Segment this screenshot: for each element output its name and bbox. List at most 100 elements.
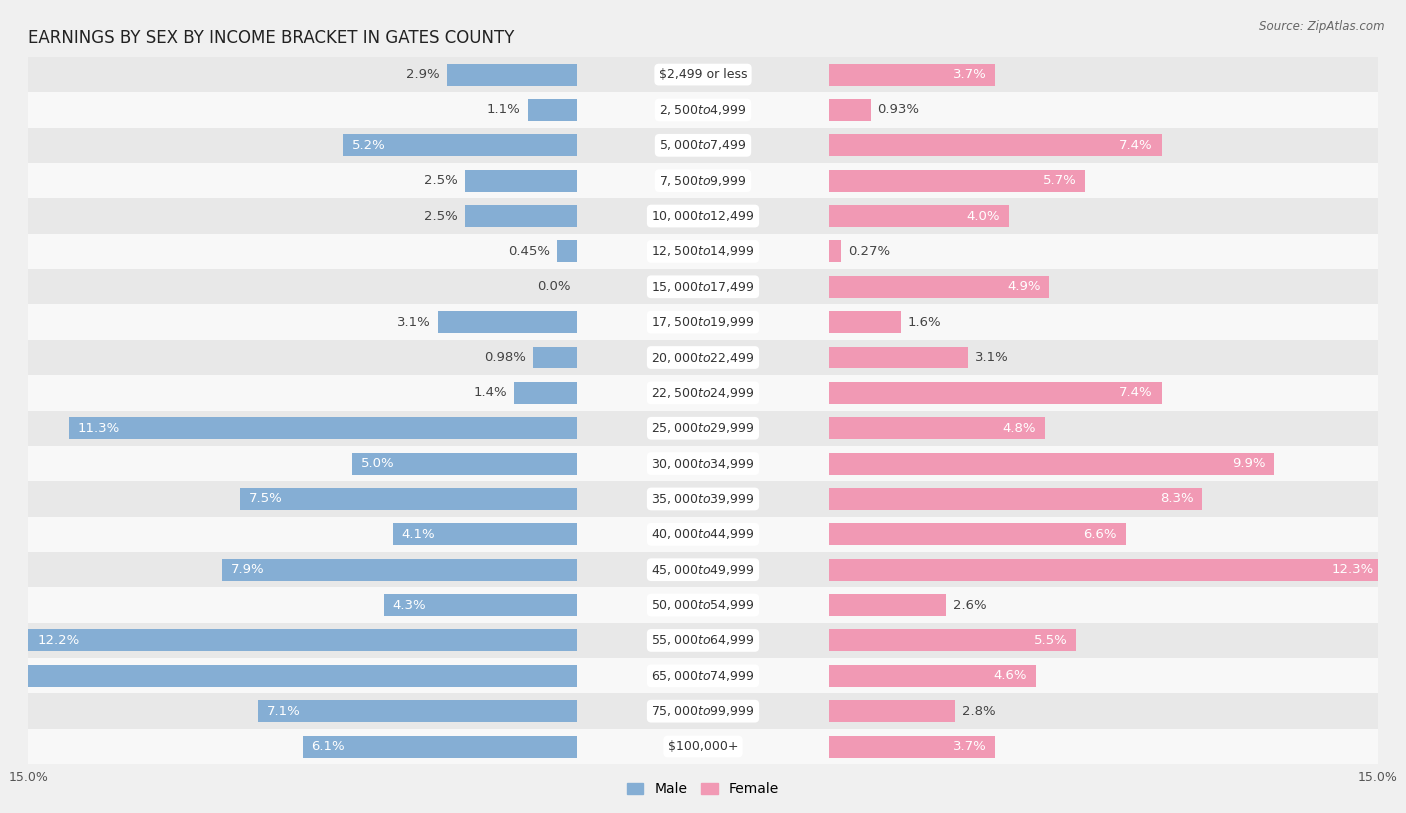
- Bar: [464, 170, 576, 192]
- Text: 4.8%: 4.8%: [1002, 422, 1036, 435]
- Bar: [830, 417, 1045, 439]
- Text: 3.1%: 3.1%: [976, 351, 1010, 364]
- Bar: [447, 63, 576, 85]
- Bar: [830, 99, 870, 121]
- Bar: [28, 198, 1378, 234]
- Text: 8.3%: 8.3%: [1160, 493, 1194, 506]
- Text: 0.93%: 0.93%: [877, 103, 920, 116]
- Text: 4.1%: 4.1%: [402, 528, 436, 541]
- Text: 7.4%: 7.4%: [1119, 386, 1153, 399]
- Bar: [28, 233, 1378, 269]
- Bar: [28, 517, 1378, 552]
- Text: 3.1%: 3.1%: [396, 315, 430, 328]
- Text: 2.5%: 2.5%: [425, 174, 458, 187]
- Text: 4.0%: 4.0%: [966, 210, 1000, 223]
- Text: 1.4%: 1.4%: [474, 386, 508, 399]
- Bar: [28, 446, 1378, 481]
- Bar: [830, 559, 1382, 580]
- Bar: [830, 700, 955, 722]
- Text: $7,500 to $9,999: $7,500 to $9,999: [659, 174, 747, 188]
- Bar: [830, 311, 901, 333]
- Text: $5,000 to $7,499: $5,000 to $7,499: [659, 138, 747, 152]
- Bar: [69, 417, 576, 439]
- Bar: [28, 92, 1378, 128]
- Text: $40,000 to $44,999: $40,000 to $44,999: [651, 528, 755, 541]
- Text: $25,000 to $29,999: $25,000 to $29,999: [651, 421, 755, 435]
- Text: $35,000 to $39,999: $35,000 to $39,999: [651, 492, 755, 506]
- Text: $55,000 to $64,999: $55,000 to $64,999: [651, 633, 755, 647]
- Text: $65,000 to $74,999: $65,000 to $74,999: [651, 669, 755, 683]
- Bar: [28, 481, 1378, 517]
- Bar: [533, 346, 576, 368]
- Bar: [28, 729, 1378, 764]
- Text: 7.1%: 7.1%: [267, 705, 301, 718]
- Bar: [239, 488, 576, 510]
- Text: 9.9%: 9.9%: [1232, 457, 1265, 470]
- Bar: [830, 346, 969, 368]
- Bar: [830, 524, 1126, 546]
- Text: 0.45%: 0.45%: [508, 245, 550, 258]
- Text: 2.8%: 2.8%: [962, 705, 995, 718]
- Bar: [257, 700, 576, 722]
- Text: 5.0%: 5.0%: [361, 457, 395, 470]
- Bar: [830, 276, 1049, 298]
- Text: $20,000 to $22,499: $20,000 to $22,499: [651, 350, 755, 364]
- Text: 4.6%: 4.6%: [994, 669, 1026, 682]
- Text: 7.4%: 7.4%: [1119, 139, 1153, 152]
- Bar: [830, 382, 1161, 404]
- Bar: [830, 241, 841, 263]
- Text: 2.9%: 2.9%: [406, 68, 440, 81]
- Text: 12.2%: 12.2%: [37, 634, 79, 647]
- Text: 1.1%: 1.1%: [486, 103, 520, 116]
- Bar: [352, 453, 576, 475]
- Text: 7.5%: 7.5%: [249, 493, 283, 506]
- Bar: [28, 340, 1378, 375]
- Bar: [830, 63, 995, 85]
- Text: 5.5%: 5.5%: [1033, 634, 1067, 647]
- Bar: [830, 170, 1085, 192]
- Text: 5.2%: 5.2%: [352, 139, 385, 152]
- Bar: [830, 134, 1161, 156]
- Bar: [557, 241, 576, 263]
- Text: 5.7%: 5.7%: [1043, 174, 1077, 187]
- Bar: [464, 205, 576, 227]
- Bar: [28, 629, 576, 651]
- Bar: [28, 552, 1378, 587]
- Text: 11.3%: 11.3%: [77, 422, 120, 435]
- Text: $100,000+: $100,000+: [668, 740, 738, 753]
- Bar: [830, 629, 1077, 651]
- Bar: [28, 659, 1378, 693]
- Bar: [28, 411, 1378, 446]
- Text: 3.7%: 3.7%: [953, 740, 987, 753]
- Bar: [830, 205, 1010, 227]
- Text: $12,500 to $14,999: $12,500 to $14,999: [651, 245, 755, 259]
- Bar: [437, 311, 576, 333]
- Bar: [302, 736, 576, 758]
- Text: 12.3%: 12.3%: [1331, 563, 1374, 576]
- Text: $50,000 to $54,999: $50,000 to $54,999: [651, 598, 755, 612]
- Text: $2,500 to $4,999: $2,500 to $4,999: [659, 103, 747, 117]
- Text: 6.1%: 6.1%: [312, 740, 346, 753]
- Text: 0.27%: 0.27%: [848, 245, 890, 258]
- Bar: [343, 134, 576, 156]
- Bar: [28, 57, 1378, 92]
- Text: $75,000 to $99,999: $75,000 to $99,999: [651, 704, 755, 718]
- Text: 3.7%: 3.7%: [953, 68, 987, 81]
- Bar: [392, 524, 576, 546]
- Text: 4.9%: 4.9%: [1007, 280, 1040, 293]
- Bar: [515, 382, 576, 404]
- Bar: [830, 665, 1036, 687]
- Text: $45,000 to $49,999: $45,000 to $49,999: [651, 563, 755, 576]
- Text: 7.9%: 7.9%: [231, 563, 264, 576]
- Text: 2.5%: 2.5%: [425, 210, 458, 223]
- Bar: [28, 304, 1378, 340]
- Bar: [222, 559, 576, 580]
- Text: $30,000 to $34,999: $30,000 to $34,999: [651, 457, 755, 471]
- Text: $22,500 to $24,999: $22,500 to $24,999: [651, 386, 755, 400]
- Text: $2,499 or less: $2,499 or less: [659, 68, 747, 81]
- Bar: [830, 488, 1202, 510]
- Bar: [28, 376, 1378, 411]
- Text: $15,000 to $17,499: $15,000 to $17,499: [651, 280, 755, 293]
- Bar: [384, 594, 576, 616]
- Bar: [28, 163, 1378, 198]
